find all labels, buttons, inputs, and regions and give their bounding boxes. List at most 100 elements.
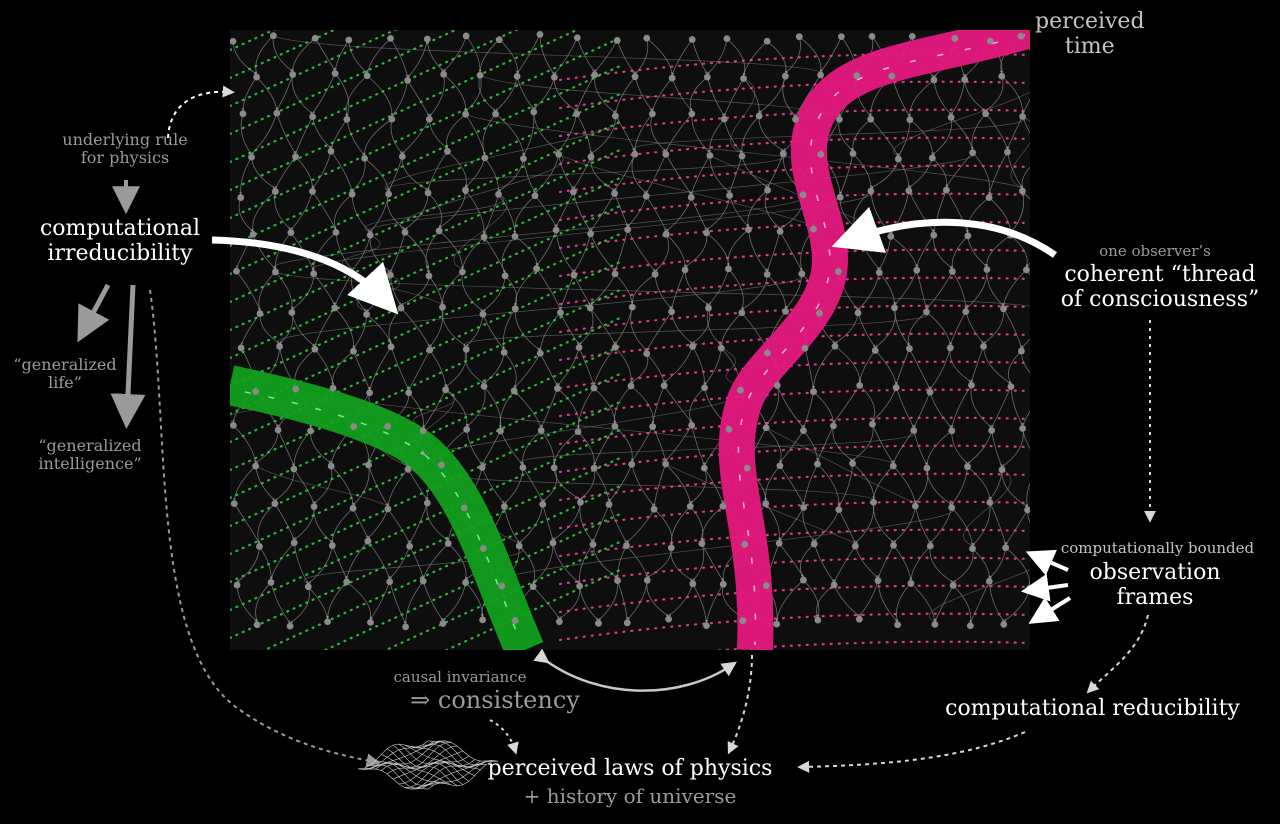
magenta-frame-line: [560, 726, 1030, 752]
causal-edge: [909, 545, 931, 581]
event-node: [513, 72, 521, 80]
causal-edge: [926, 311, 952, 346]
causal-edge: [522, 467, 544, 502]
causal-edge: [258, 271, 276, 312]
causal-edge: [839, 153, 854, 195]
generalized-intelligence-line1: “generalized: [38, 436, 142, 455]
causal-edge: [552, 542, 581, 584]
surface-line: [422, 760, 493, 789]
event-node: [463, 426, 471, 433]
event-node: [851, 226, 859, 234]
event-node: [726, 192, 734, 199]
magenta-frame-line: [558, 108, 1030, 138]
event-node: [1000, 621, 1008, 628]
event-node: [289, 71, 297, 78]
causal-edge: [573, 233, 591, 273]
causal-edge: [926, 271, 953, 310]
causal-edge: [233, 425, 257, 464]
event-node: [662, 230, 670, 238]
event-node: [628, 460, 636, 468]
event-node: [725, 265, 732, 273]
causal-edge: [874, 350, 897, 386]
event-node: [891, 304, 898, 312]
event-node: [836, 193, 844, 201]
event-node: [343, 578, 351, 586]
causal-edge: [692, 583, 708, 624]
frame-arrow-3: [1028, 596, 1072, 624]
event-node: [773, 620, 781, 628]
causal-edge: [291, 74, 314, 115]
causal-edge: [345, 540, 369, 580]
causal-edge: [765, 385, 779, 426]
causal-edge: [946, 189, 969, 234]
event-node: [519, 464, 527, 471]
causal-edge: [536, 268, 561, 311]
causal-edge-long: [255, 465, 389, 507]
causal-edge: [593, 467, 610, 503]
event-node: [349, 504, 357, 512]
event-node: [892, 384, 900, 391]
event-node: [329, 384, 337, 392]
event-node: [611, 422, 619, 430]
causal-edge: [1002, 269, 1027, 307]
event-node: [274, 426, 282, 434]
causal-edge: [665, 154, 692, 195]
event-node: [980, 342, 987, 350]
event-node: [310, 503, 318, 511]
causal-edge: [441, 307, 467, 347]
event-node: [849, 150, 857, 157]
event-node: [500, 348, 508, 356]
causal-edge: [590, 233, 616, 272]
event-node: [520, 155, 527, 163]
causal-edge: [407, 80, 430, 117]
event-node: [555, 618, 563, 626]
causal-edge: [503, 352, 517, 389]
event-node: [252, 462, 259, 470]
thread-line1: coherent “thread: [1064, 262, 1256, 287]
causal-edge: [370, 581, 391, 620]
causal-edge: [615, 115, 636, 152]
reducibility-to-laws-connector: [797, 731, 1026, 773]
causal-edge: [985, 113, 1008, 150]
event-node: [510, 387, 518, 395]
event-node: [552, 226, 560, 234]
causal-edge: [1020, 338, 1030, 349]
event-node: [1018, 347, 1025, 355]
causal-edge: [895, 348, 910, 386]
magenta-frame-line: [558, 612, 1030, 642]
causal-edge-long: [465, 113, 1023, 189]
causal-edge: [593, 346, 616, 386]
event-node: [888, 72, 896, 80]
causal-edge: [363, 118, 393, 156]
event-node: [703, 229, 710, 237]
event-node: [762, 424, 770, 432]
event-node: [350, 347, 357, 355]
surface-line: [427, 760, 499, 790]
causal-edge: [404, 232, 431, 274]
causal-edge: [728, 268, 744, 311]
event-node: [660, 382, 668, 390]
event-node: [440, 70, 448, 78]
event-node: [424, 189, 432, 197]
causal-edge: [613, 385, 632, 424]
green-frame-line: [230, 120, 622, 304]
event-node: [577, 498, 584, 506]
magenta-frame-line: [558, 136, 1030, 166]
generalized-life-line2: life”: [48, 372, 82, 392]
causal-edge: [972, 152, 991, 196]
green-frame-line: [383, 540, 622, 650]
event-node: [462, 345, 470, 353]
causal-edge: [614, 76, 636, 114]
causal-edge: [422, 543, 449, 579]
event-node: [590, 464, 598, 472]
causal-edge-long: [893, 91, 1030, 157]
green-frame-line: [230, 30, 458, 136]
consistency-label: ⇒ consistency: [410, 686, 580, 714]
green-frame-line: [230, 456, 622, 640]
event-node: [324, 618, 331, 626]
event-node: [781, 72, 789, 80]
event-node: [738, 309, 746, 317]
event-node: [798, 270, 806, 278]
causal-edge: [665, 463, 692, 505]
